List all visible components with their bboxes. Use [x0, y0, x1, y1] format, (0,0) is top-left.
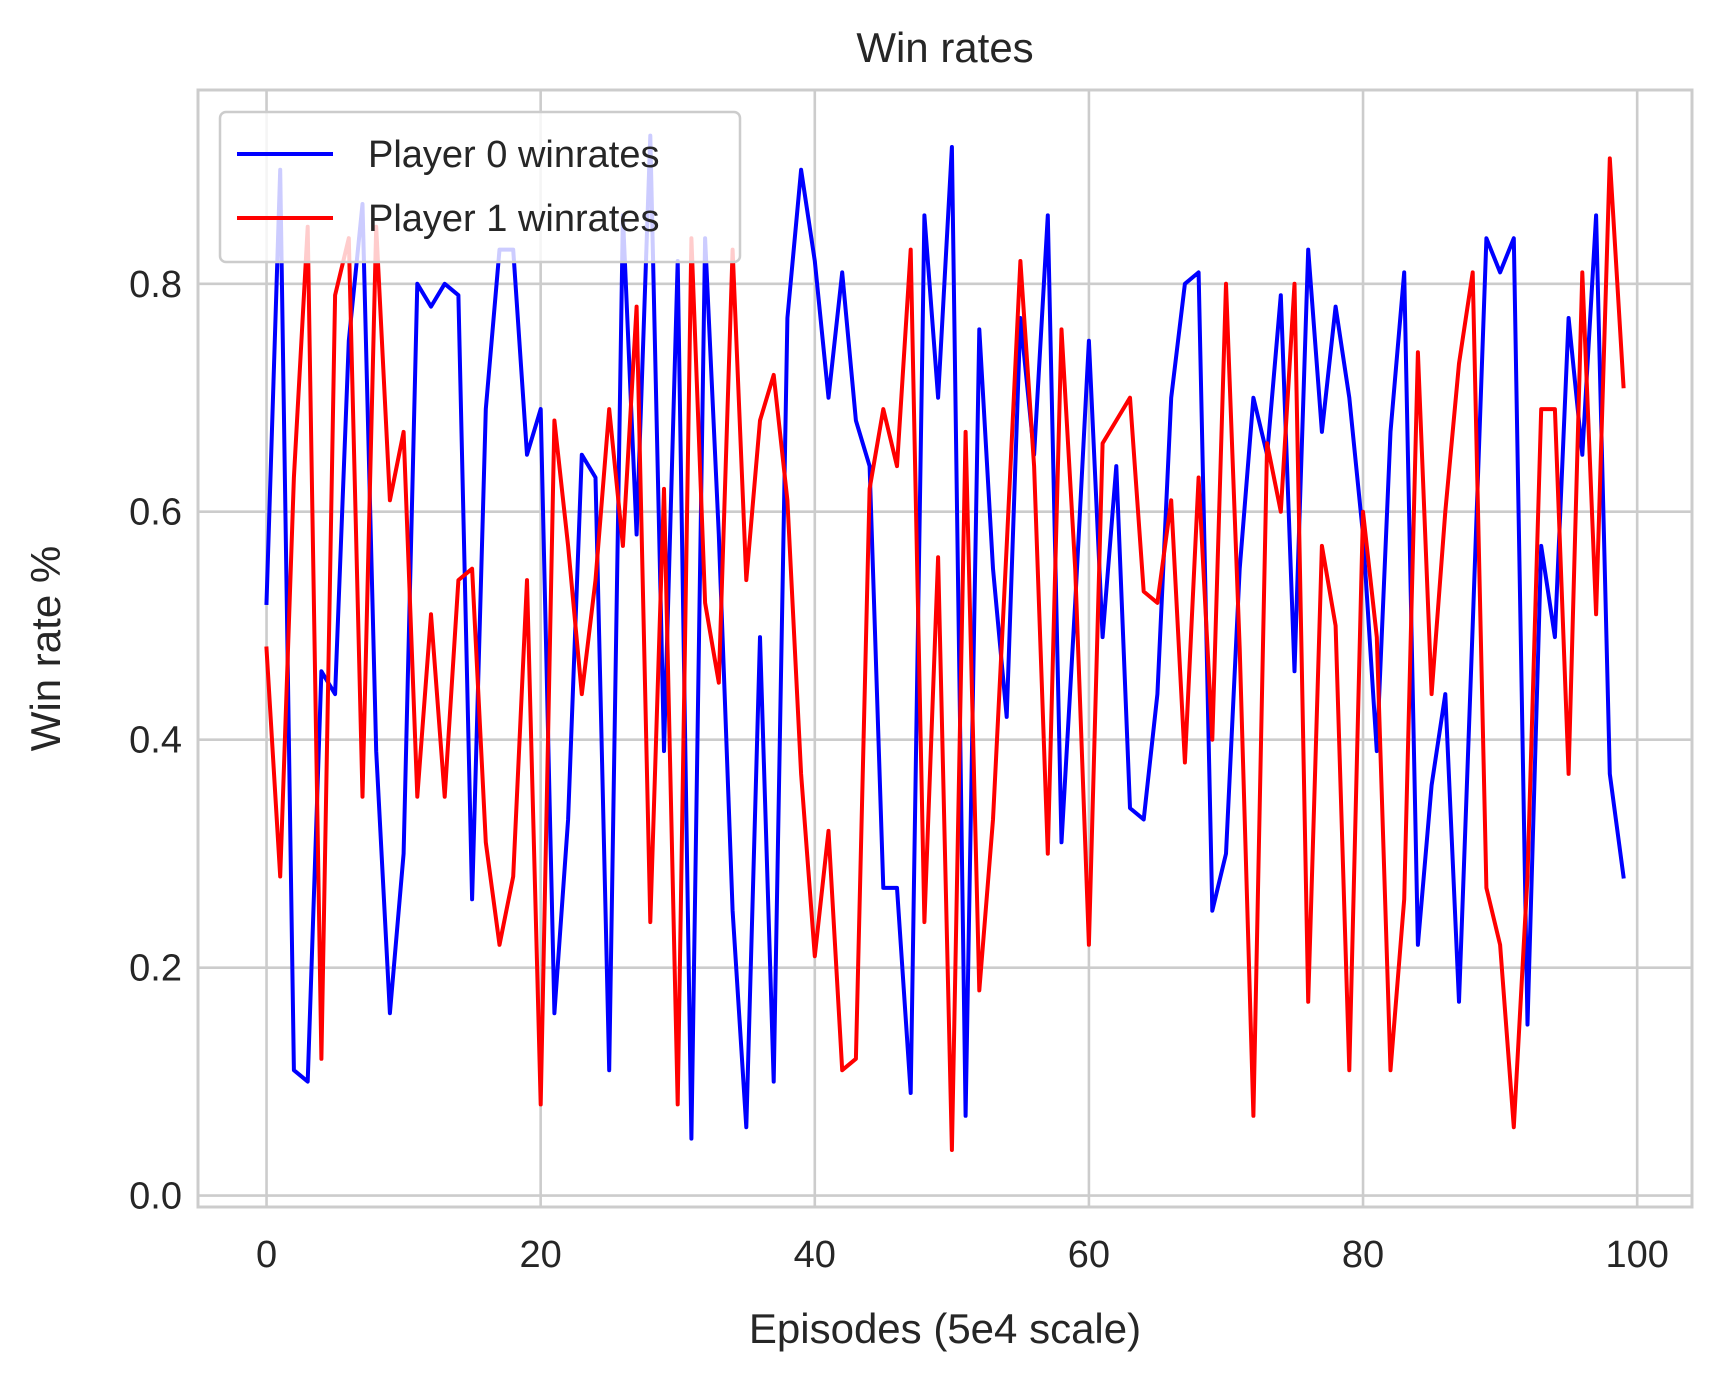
- y-tick-label: 0.8: [129, 264, 182, 306]
- y-axis-label: Win rate %: [22, 546, 69, 751]
- series-line-player-1: [264, 156, 1626, 1152]
- legend-label-player-0: Player 0 winrates: [368, 134, 659, 176]
- x-tick-label: 60: [1068, 1234, 1110, 1276]
- plot-frame: [196, 88, 1694, 1209]
- legend-label-player-1: Player 1 winrates: [368, 198, 659, 240]
- x-tick-label: 100: [1605, 1234, 1668, 1276]
- y-tick-label: 0.0: [129, 1176, 182, 1218]
- x-axis-label: Episodes (5e4 scale): [749, 1305, 1141, 1352]
- x-tick-label: 40: [794, 1234, 836, 1276]
- y-tick-label: 0.4: [129, 720, 182, 762]
- series-lines: [264, 133, 1626, 1152]
- series-line-player-0: [264, 133, 1626, 1141]
- chart-title: Win rates: [856, 24, 1033, 71]
- x-tick-label: 0: [256, 1234, 277, 1276]
- y-tick-label: 0.6: [129, 492, 182, 534]
- legend: Player 0 winrates Player 1 winrates: [218, 110, 742, 264]
- y-tick-label: 0.2: [129, 948, 182, 990]
- tick-labels: 0 20 40 60 80 100 0.0 0.2 0.4 0.6 0.8: [129, 264, 1669, 1276]
- x-tick-label: 20: [520, 1234, 562, 1276]
- x-tick-label: 80: [1342, 1234, 1384, 1276]
- legend-box: [218, 110, 742, 264]
